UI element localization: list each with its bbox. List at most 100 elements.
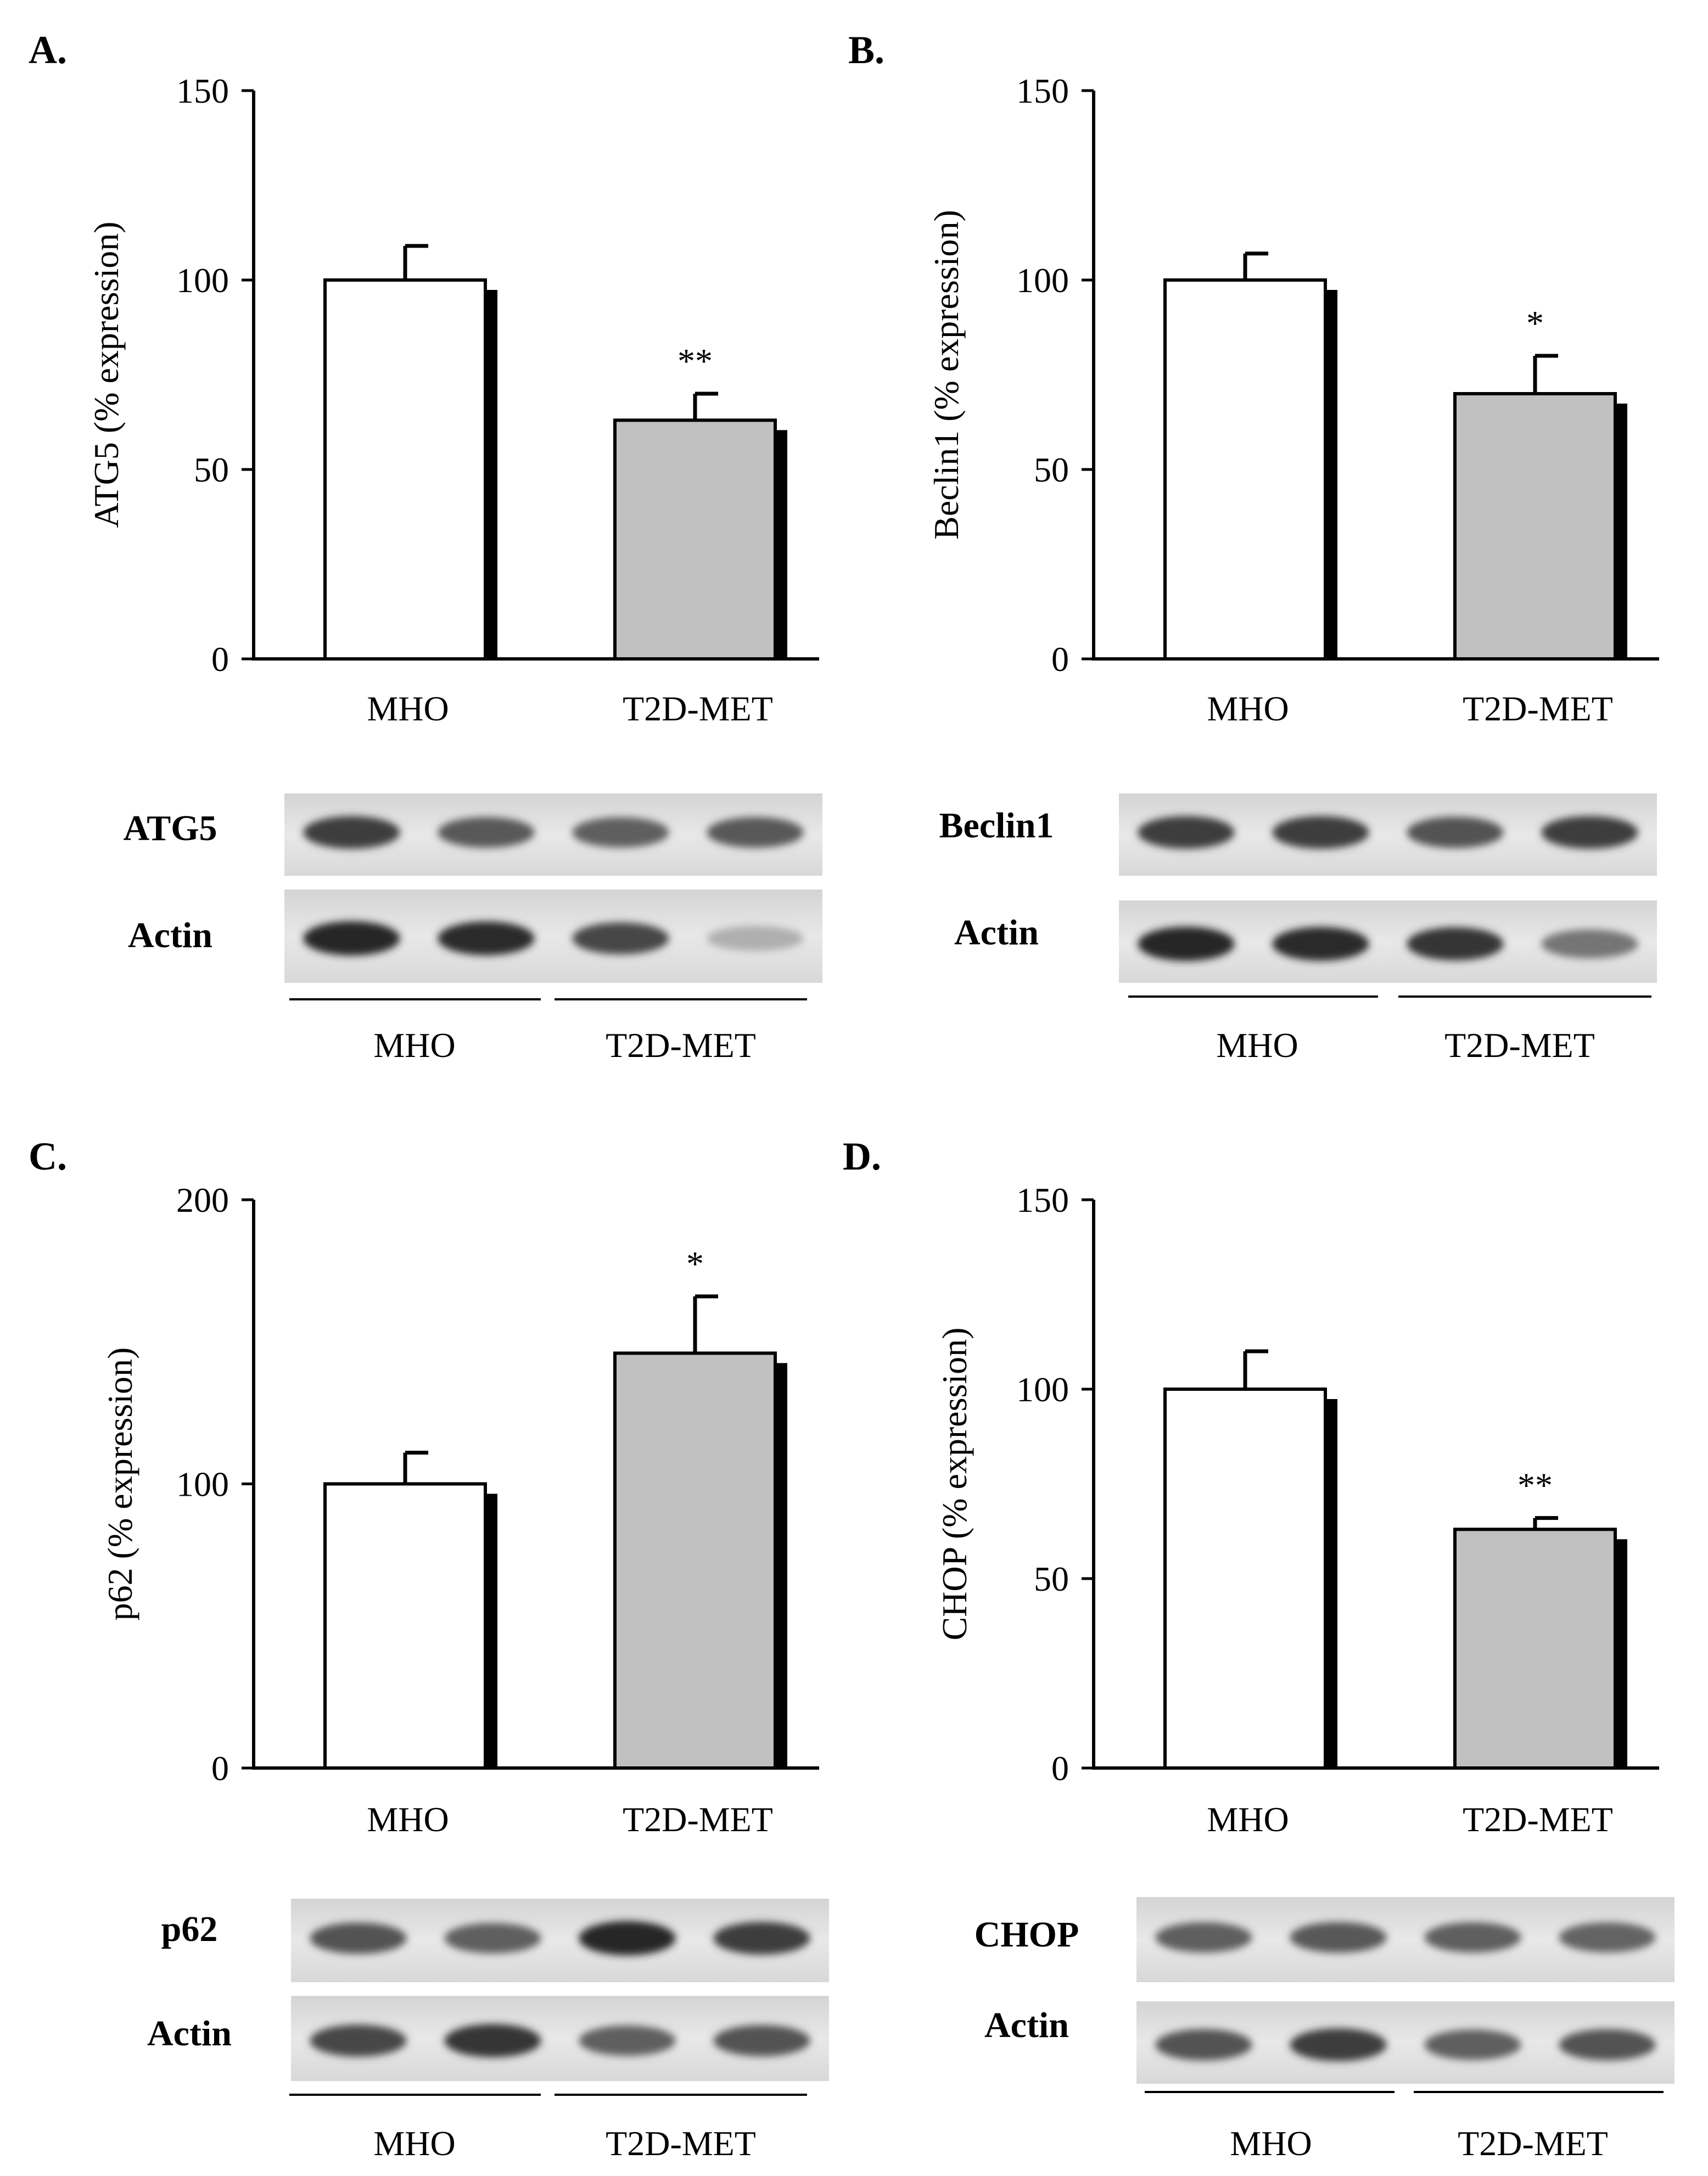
blot-band — [1272, 816, 1369, 849]
y-tick-label: 150 — [176, 71, 229, 110]
panel-letter: A. — [29, 28, 67, 72]
y-tick-label: 0 — [1051, 640, 1069, 679]
western-blot: ATG5 Actin MHO T2D-MET — [123, 793, 822, 1065]
bar-shadow — [485, 290, 497, 659]
category-label: MHO — [1207, 689, 1289, 728]
blot-band — [1138, 816, 1235, 849]
western-blot: p62 Actin MHO T2D-MET — [147, 1899, 829, 2163]
significance-label: ** — [1517, 1466, 1553, 1505]
blot-band-label: Actin — [954, 913, 1039, 953]
y-tick-label: 0 — [211, 640, 229, 679]
blot-band — [1541, 816, 1638, 849]
blot-band-label: Actin — [147, 2013, 232, 2054]
y-tick-label: 200 — [176, 1181, 229, 1220]
blot-band — [1559, 2029, 1656, 2061]
blot-band — [1155, 2029, 1252, 2061]
blot-band — [438, 816, 535, 848]
y-tick-label: 50 — [194, 450, 229, 489]
blot-band — [1290, 1922, 1387, 1953]
bar-shadow — [775, 1363, 787, 1768]
blot-band-label: Beclin1 — [939, 805, 1054, 846]
blot-band-label: Actin — [128, 915, 212, 955]
blot-band — [707, 816, 804, 848]
y-tick-label: 0 — [211, 1749, 229, 1788]
blot-band — [1290, 2028, 1387, 2061]
blot-group-label: T2D-MET — [606, 2124, 756, 2163]
significance-label: * — [686, 1244, 704, 1283]
bar-shadow — [1615, 1539, 1627, 1768]
bar — [1453, 392, 1617, 661]
bar-shadow — [1325, 290, 1337, 659]
blot-band — [713, 1922, 810, 1955]
bar — [1163, 278, 1327, 661]
panel-letter: D. — [843, 1134, 881, 1178]
y-tick-label: 150 — [1016, 71, 1069, 110]
blot-band — [713, 2025, 810, 2056]
blot-band — [303, 921, 400, 956]
bar — [323, 278, 487, 661]
panel-letter: C. — [29, 1134, 67, 1178]
blot-band — [579, 1921, 676, 1956]
blot-band — [1155, 1922, 1252, 1953]
blot-group-label: T2D-MET — [1458, 2124, 1608, 2163]
blot-band — [1559, 1922, 1656, 1953]
y-tick-label: 100 — [1016, 261, 1069, 300]
y-axis-title: Beclin1 (% expression) — [927, 210, 966, 540]
blot-group-label: MHO — [373, 1026, 455, 1065]
blot-band — [1541, 929, 1638, 959]
blot-band — [1424, 2029, 1521, 2060]
blot-band — [1138, 926, 1235, 961]
bar-shadow — [1615, 404, 1627, 659]
y-axis-title: p62 (% expression) — [100, 1347, 139, 1621]
y-tick-label: 100 — [176, 1465, 229, 1504]
category-label: MHO — [1207, 1800, 1289, 1839]
bar — [1163, 1388, 1327, 1770]
panel-letter: B. — [848, 28, 884, 72]
blot-band — [444, 1923, 541, 1954]
category-label: T2D-MET — [623, 1800, 773, 1839]
category-label: T2D-MET — [1463, 689, 1613, 728]
category-label: T2D-MET — [1463, 1800, 1613, 1839]
western-blot: Beclin1 Actin MHO T2D-MET — [939, 793, 1657, 1065]
y-tick-label: 0 — [1051, 1749, 1069, 1788]
category-label: MHO — [367, 689, 449, 728]
blot-group-label: MHO — [373, 2124, 455, 2163]
blot-band-label: p62 — [161, 1909, 218, 1949]
panel-a: A. 0 50 100 150 ATG5 (% expression) MHO ** T2D-M… — [29, 28, 822, 1065]
y-tick-label: 50 — [1034, 450, 1069, 489]
y-tick-label: 50 — [1034, 1559, 1069, 1598]
y-tick-label: 100 — [176, 261, 229, 300]
blot-band-label: ATG5 — [123, 808, 217, 848]
blot-band — [310, 2024, 407, 2057]
blot-band — [303, 816, 400, 849]
blot-band — [572, 817, 669, 848]
blot-band — [1424, 1922, 1521, 1953]
blot-band-label: Actin — [984, 2005, 1069, 2045]
panel-d: D. 0 50 100 150 CHOP (% expression) MHO ** T2D-M… — [843, 1134, 1675, 2163]
category-label: T2D-MET — [623, 689, 773, 728]
significance-label: ** — [677, 342, 713, 381]
bar-shadow — [1325, 1399, 1337, 1768]
y-tick-label: 150 — [1016, 1181, 1069, 1220]
blot-band — [1407, 816, 1504, 848]
bar — [613, 418, 777, 661]
y-axis-title: CHOP (% expression) — [935, 1328, 974, 1641]
western-blot: CHOP Actin MHO T2D-MET — [975, 1897, 1675, 2163]
significance-label: * — [1526, 304, 1544, 343]
y-axis-title: ATG5 (% expression) — [87, 221, 126, 528]
blot-band — [1272, 927, 1369, 961]
blot-group-label: T2D-MET — [1444, 1026, 1595, 1065]
category-label: MHO — [367, 1800, 449, 1839]
blot-band — [1407, 927, 1504, 961]
blot-group-label: MHO — [1216, 1026, 1298, 1065]
blot-band — [707, 926, 804, 951]
blot-band — [310, 1922, 407, 1954]
y-tick-label: 100 — [1016, 1370, 1069, 1409]
blot-band — [444, 2024, 541, 2057]
bar — [323, 1482, 487, 1770]
bar — [613, 1351, 777, 1770]
blot-band — [438, 921, 535, 955]
blot-band — [579, 2025, 676, 2056]
blot-group-label: MHO — [1230, 2124, 1312, 2163]
